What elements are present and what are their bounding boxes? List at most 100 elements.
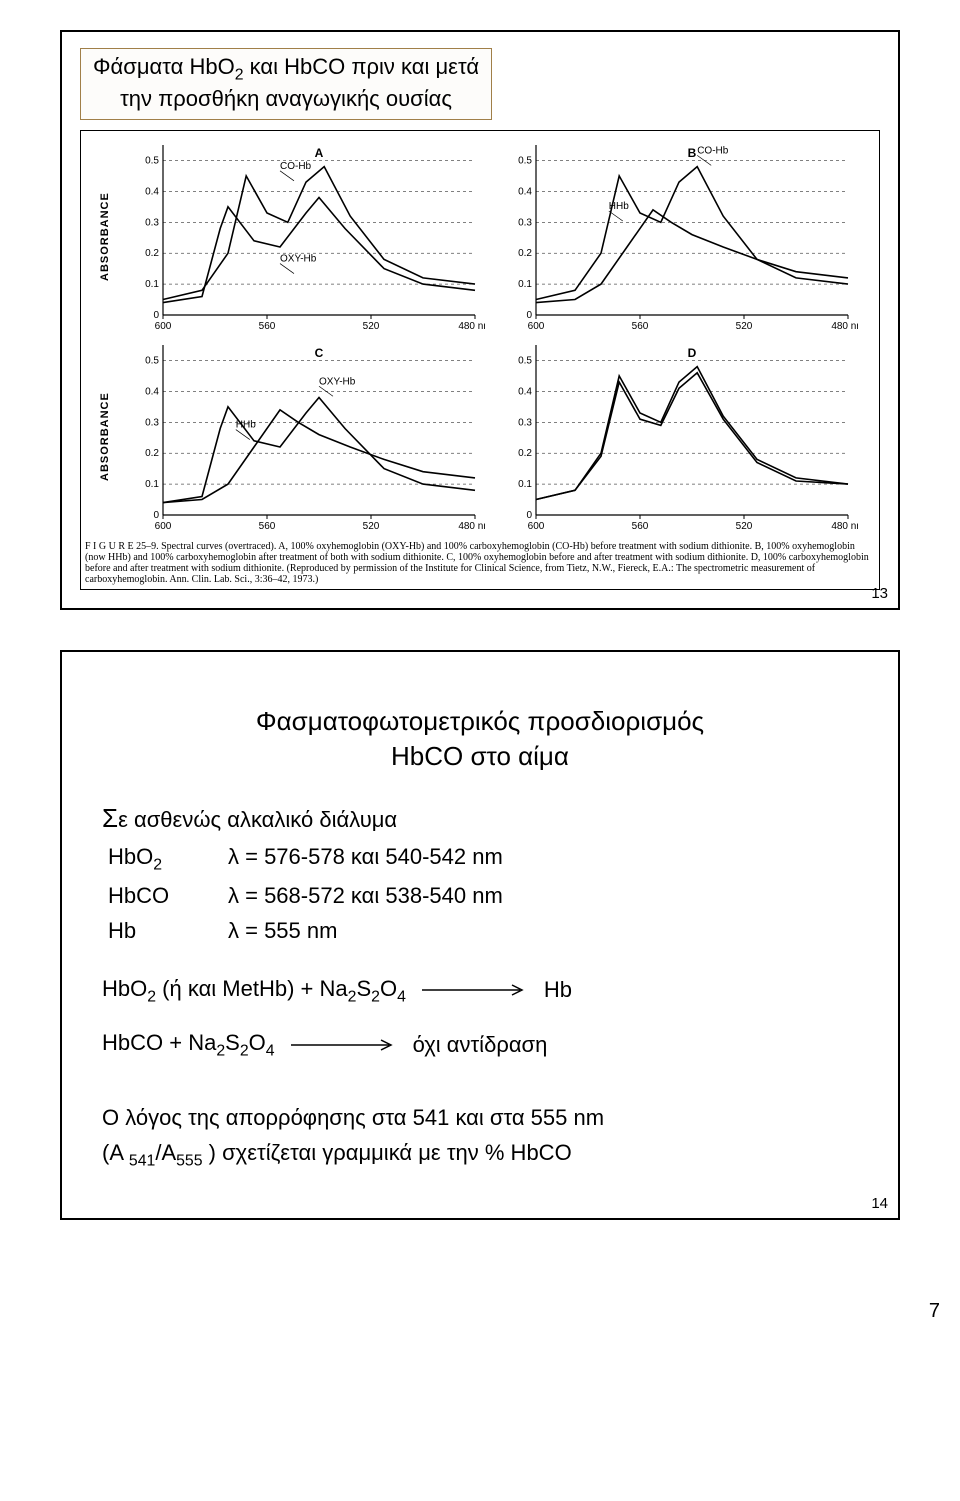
title-sub-1: 2 [235, 66, 244, 83]
arrow-icon [420, 982, 530, 998]
svg-text:600: 600 [528, 321, 545, 332]
panel-B: 0.50.40.30.20.10600560520480 nmBCO-HbHHb [498, 137, 871, 337]
spectrum-panel-svg: 0.50.40.30.20.10600560520480 nmD [498, 337, 858, 537]
svg-text:0: 0 [153, 310, 159, 321]
svg-text:520: 520 [363, 521, 380, 532]
svg-text:520: 520 [363, 321, 380, 332]
svg-text:0.4: 0.4 [518, 386, 532, 397]
eq1-t3: S [356, 976, 371, 1001]
eq1-t1: HbO [102, 976, 147, 1001]
svg-text:0: 0 [526, 310, 532, 321]
svg-text:560: 560 [632, 321, 649, 332]
ratio-t1: (A [102, 1140, 129, 1165]
ratio-l1: Ο λόγος της απορρόφησης στα 541 και στα … [102, 1105, 604, 1130]
slide-1: Φάσματα HbO2 και HbCO πριν και μετά την … [60, 30, 900, 610]
svg-text:OXY-Hb: OXY-Hb [280, 253, 317, 264]
svg-text:560: 560 [259, 521, 276, 532]
ratio-t2: /A [155, 1140, 176, 1165]
ratio-s2: 555 [176, 1153, 202, 1170]
svg-text:CO-Hb: CO-Hb [280, 161, 312, 172]
svg-text:0: 0 [153, 510, 159, 521]
slide2-title-l1: Φασματοφωτομετρικός προσδιορισμός [256, 706, 704, 736]
eq1-right: Hb [544, 972, 572, 1007]
def-value: λ = 576-578 και 540-542 nm [228, 839, 503, 878]
svg-text:0.1: 0.1 [518, 479, 532, 490]
intro-rest: ε ασθενώς αλκαλικό διάλυμα [118, 807, 397, 832]
eq1-s3: 2 [371, 988, 380, 1005]
svg-text:0.2: 0.2 [518, 448, 532, 459]
eq2-right: όχι αντίδραση [413, 1027, 548, 1062]
y-axis-label-bottom: ABSORBANCE [85, 337, 125, 537]
eq1-left: HbO2 (ή και MetHb) + Na2S2O4 [102, 971, 406, 1010]
svg-text:0.3: 0.3 [145, 217, 159, 228]
svg-text:560: 560 [259, 321, 276, 332]
spectrum-panel-svg: 0.5 0.4 0.3 0.2 0.1 0600 560 520 480 nm C OXY-Hb HH… [125, 337, 485, 537]
ratio-s1: 541 [129, 1153, 155, 1170]
slide-number: 13 [871, 585, 888, 602]
slide-2: Φασματοφωτομετρικός προσδιορισμός HbCO σ… [60, 650, 900, 1220]
title-text-2: και HbCO πριν και μετά [244, 54, 480, 79]
panel-C: 0.5 0.4 0.3 0.2 0.1 0600 560 520 480 nm C OXY-Hb HH… [125, 337, 498, 537]
eq1-t4: O [380, 976, 397, 1001]
equation-1: HbO2 (ή και MetHb) + Na2S2O4 Hb [102, 971, 858, 1010]
svg-text:480 nm: 480 nm [458, 521, 485, 532]
svg-text:0.3: 0.3 [145, 417, 159, 428]
arrow-icon [289, 1037, 399, 1053]
svg-text:600: 600 [155, 321, 172, 332]
svg-text:600: 600 [528, 521, 545, 532]
slide1-title: Φάσματα HbO2 και HbCO πριν και μετά την … [80, 48, 492, 120]
svg-text:HHb: HHb [609, 201, 629, 212]
slide2-title: Φασματοφωτομετρικός προσδιορισμός HbCO σ… [102, 704, 858, 774]
spectrum-panel-svg: 0.50.40.30.20.10600560520480 nmBCO-HbHHb [498, 137, 858, 337]
svg-text:0.2: 0.2 [145, 448, 159, 459]
svg-text:560: 560 [632, 521, 649, 532]
eq1-s1: 2 [147, 988, 156, 1005]
definitions: HbO2λ = 576-578 και 540-542 nmHbCOλ = 56… [108, 839, 858, 948]
title-text-3: την προσθήκη αναγωγικής ουσίας [120, 86, 452, 111]
svg-text:0.4: 0.4 [518, 186, 532, 197]
figure-caption: F I G U R E 25–9. Spectral curves (overt… [85, 541, 871, 585]
equation-2: HbCO + Na2S2O4 όχι αντίδραση [102, 1025, 858, 1064]
svg-text:C: C [315, 346, 324, 360]
eq2-s2: 2 [240, 1043, 249, 1060]
y-axis-label-top: ABSORBANCE [85, 137, 125, 337]
def-value: λ = 568-572 και 538-540 nm [228, 878, 503, 913]
slide2-title-l2: HbCO στο αίμα [391, 741, 569, 771]
svg-text:0: 0 [526, 510, 532, 521]
eq2-t1: HbCO + Na [102, 1030, 216, 1055]
definition-row: HbCOλ = 568-572 και 538-540 nm [108, 878, 858, 913]
svg-text:OXY-Hb: OXY-Hb [319, 376, 356, 387]
svg-text:0.5: 0.5 [518, 355, 532, 366]
svg-text:0.1: 0.1 [145, 279, 159, 290]
svg-text:0.5: 0.5 [518, 155, 532, 166]
def-key: HbCO [108, 878, 228, 913]
slide-number: 14 [871, 1195, 888, 1212]
title-text-1: Φάσματα HbO [93, 54, 235, 79]
intro-line: Σε ασθενώς αλκαλικό διάλυμα [102, 798, 858, 840]
svg-text:0.3: 0.3 [518, 217, 532, 228]
svg-text:CO-Hb: CO-Hb [697, 145, 729, 156]
eq1-s4: 4 [397, 988, 406, 1005]
definition-row: HbO2λ = 576-578 και 540-542 nm [108, 839, 858, 878]
def-key: Hb [108, 913, 228, 948]
svg-text:0.5: 0.5 [145, 355, 159, 366]
panel-D: 0.50.40.30.20.10600560520480 nmD [498, 337, 871, 537]
svg-text:480 nm: 480 nm [831, 321, 858, 332]
eq2-t3: O [249, 1030, 266, 1055]
svg-text:480 nm: 480 nm [831, 521, 858, 532]
svg-text:0.1: 0.1 [145, 479, 159, 490]
svg-text:600: 600 [155, 521, 172, 532]
ratio-statement: Ο λόγος της απορρόφησης στα 541 και στα … [102, 1100, 858, 1174]
eq2-s1: 2 [216, 1043, 225, 1060]
eq2-left: HbCO + Na2S2O4 [102, 1025, 275, 1064]
svg-text:0.5: 0.5 [145, 155, 159, 166]
svg-text:0.2: 0.2 [145, 248, 159, 259]
svg-text:HHb: HHb [236, 419, 256, 430]
definition-row: Hbλ = 555 nm [108, 913, 858, 948]
def-value: λ = 555 nm [228, 913, 337, 948]
svg-text:0.4: 0.4 [145, 386, 159, 397]
svg-text:A: A [315, 146, 324, 160]
panel-A: 0.50.40.30.20.10600560520480 nmACO-HbOXY… [125, 137, 498, 337]
svg-text:520: 520 [736, 321, 753, 332]
spectra-figure: ABSORBANCE 0.50.40.30.20.10600560520480 … [80, 130, 880, 590]
